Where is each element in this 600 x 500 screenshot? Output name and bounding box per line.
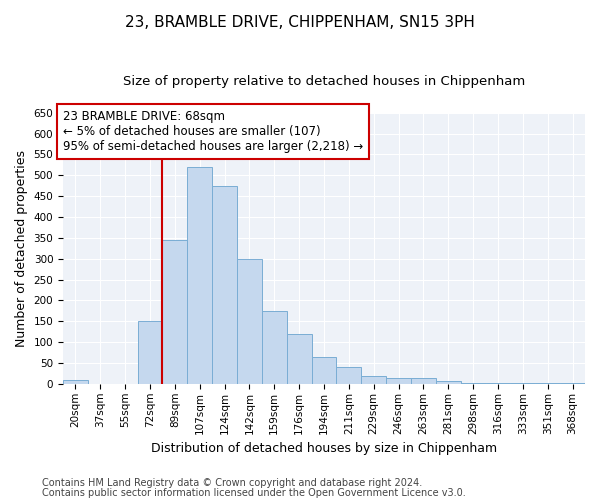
Bar — [212, 186, 237, 384]
Bar — [311, 357, 337, 384]
Bar — [411, 378, 436, 384]
Bar — [337, 367, 361, 384]
Bar — [386, 378, 411, 384]
Bar — [237, 259, 262, 384]
Bar — [163, 240, 187, 384]
Text: Contains HM Land Registry data © Crown copyright and database right 2024.: Contains HM Land Registry data © Crown c… — [42, 478, 422, 488]
Bar — [287, 334, 311, 384]
Text: Contains public sector information licensed under the Open Government Licence v3: Contains public sector information licen… — [42, 488, 466, 498]
X-axis label: Distribution of detached houses by size in Chippenham: Distribution of detached houses by size … — [151, 442, 497, 455]
Y-axis label: Number of detached properties: Number of detached properties — [15, 150, 28, 347]
Bar — [63, 380, 88, 384]
Bar — [361, 376, 386, 384]
Bar — [137, 322, 163, 384]
Text: 23 BRAMBLE DRIVE: 68sqm
← 5% of detached houses are smaller (107)
95% of semi-de: 23 BRAMBLE DRIVE: 68sqm ← 5% of detached… — [63, 110, 363, 153]
Bar — [262, 311, 287, 384]
Bar — [461, 383, 485, 384]
Title: Size of property relative to detached houses in Chippenham: Size of property relative to detached ho… — [123, 75, 525, 88]
Bar — [187, 167, 212, 384]
Bar — [436, 380, 461, 384]
Text: 23, BRAMBLE DRIVE, CHIPPENHAM, SN15 3PH: 23, BRAMBLE DRIVE, CHIPPENHAM, SN15 3PH — [125, 15, 475, 30]
